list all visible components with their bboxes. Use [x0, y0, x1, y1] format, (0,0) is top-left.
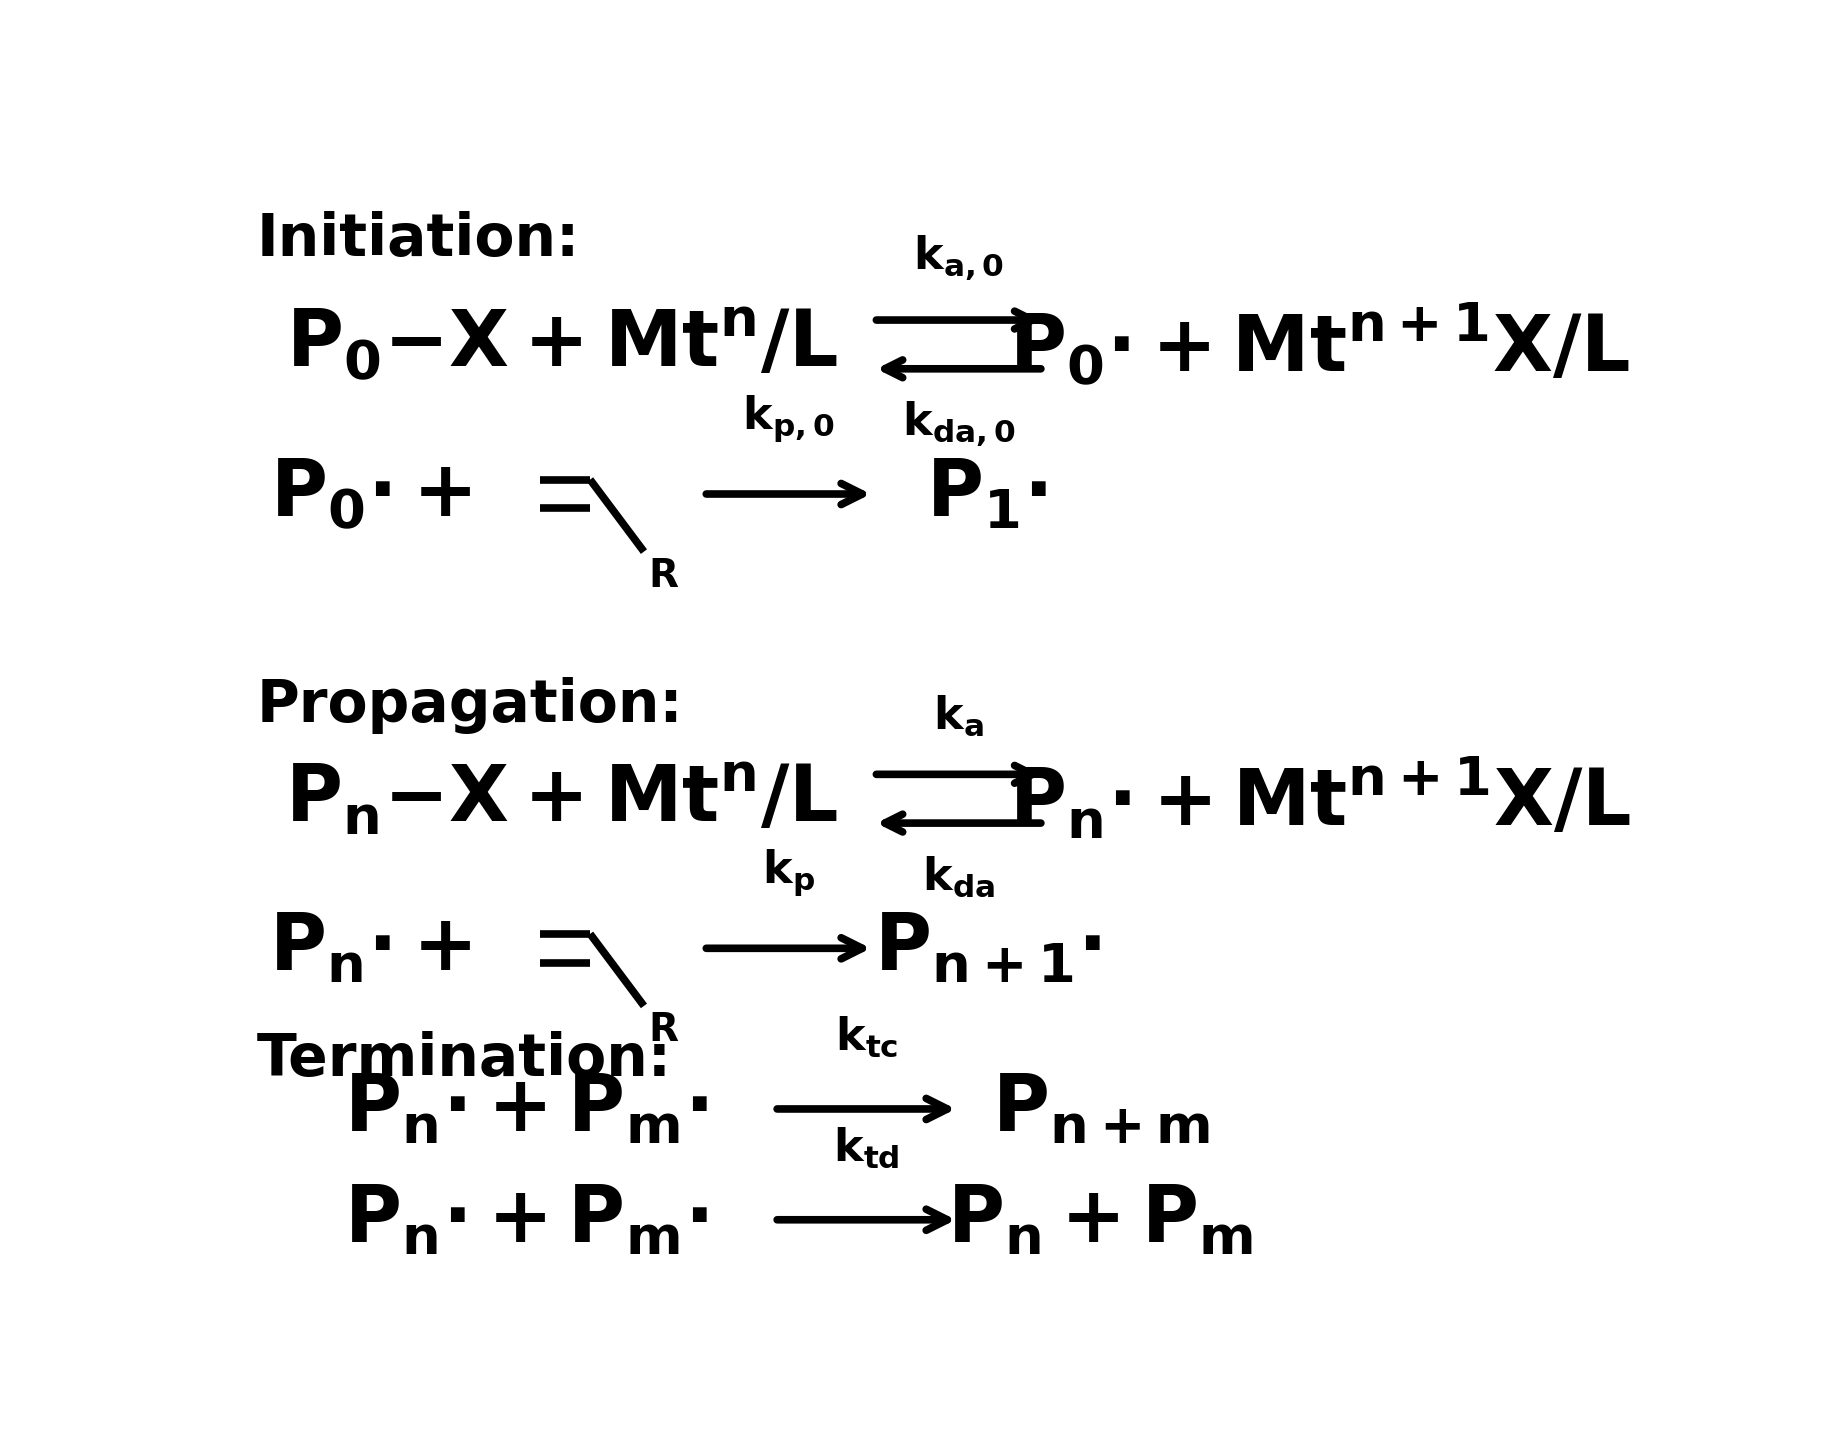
- Text: $\mathbf{P_n{\bullet} +}$: $\mathbf{P_n{\bullet} +}$: [269, 911, 472, 986]
- Text: $\mathbf{k_{tc}}$: $\mathbf{k_{tc}}$: [834, 1014, 898, 1059]
- Text: $\mathbf{P_0{\bullet} +}$: $\mathbf{P_0{\bullet} +}$: [269, 456, 472, 532]
- Text: Propagation:: Propagation:: [256, 676, 684, 734]
- Text: $\mathbf{k_{da}}$: $\mathbf{k_{da}}$: [922, 855, 995, 898]
- Text: $\mathbf{P_{n+m}}$: $\mathbf{P_{n+m}}$: [991, 1071, 1209, 1147]
- Text: $\mathbf{P_{n+1}{\bullet}}$: $\mathbf{P_{n+1}{\bullet}}$: [874, 911, 1101, 986]
- Text: $\mathbf{k_{a,0}}$: $\mathbf{k_{a,0}}$: [913, 235, 1004, 283]
- Text: $\mathbf{P_n{\bullet} + P_m{\bullet}}$: $\mathbf{P_n{\bullet} + P_m{\bullet}}$: [344, 1181, 708, 1258]
- Text: $\mathbf{k_{p,0}}$: $\mathbf{k_{p,0}}$: [743, 393, 834, 445]
- Text: $\mathbf{P_1{\bullet}}$: $\mathbf{P_1{\bullet}}$: [925, 456, 1048, 532]
- Text: $\mathbf{P_n{-}X + Mt^n/L}$: $\mathbf{P_n{-}X + Mt^n/L}$: [285, 760, 838, 837]
- Text: R: R: [647, 1012, 679, 1049]
- Text: $\mathbf{P_n + P_m}$: $\mathbf{P_n + P_m}$: [947, 1181, 1253, 1258]
- Text: Initiation:: Initiation:: [256, 212, 580, 269]
- Text: $\mathbf{k_{da,0}}$: $\mathbf{k_{da,0}}$: [902, 400, 1015, 449]
- Text: $\mathbf{P_n{\bullet} + P_m{\bullet}}$: $\mathbf{P_n{\bullet} + P_m{\bullet}}$: [344, 1071, 708, 1147]
- Text: $\mathbf{P_n{\bullet} + Mt^{n+1}X/L}$: $\mathbf{P_n{\bullet} + Mt^{n+1}X/L}$: [1010, 755, 1631, 842]
- Text: $\mathbf{k_{a}}$: $\mathbf{k_{a}}$: [933, 694, 984, 738]
- Text: $\mathbf{P_0{-}X + Mt^n/L}$: $\mathbf{P_0{-}X + Mt^n/L}$: [285, 305, 838, 384]
- Text: $\mathbf{P_0{\bullet} + Mt^{n+1}X/L}$: $\mathbf{P_0{\bullet} + Mt^{n+1}X/L}$: [1010, 301, 1631, 389]
- Text: Termination:: Termination:: [256, 1032, 671, 1088]
- Text: $\mathbf{k_{td}}$: $\mathbf{k_{td}}$: [834, 1125, 900, 1170]
- Text: $\mathbf{k_{p}}$: $\mathbf{k_{p}}$: [763, 848, 816, 898]
- Text: R: R: [647, 557, 679, 596]
